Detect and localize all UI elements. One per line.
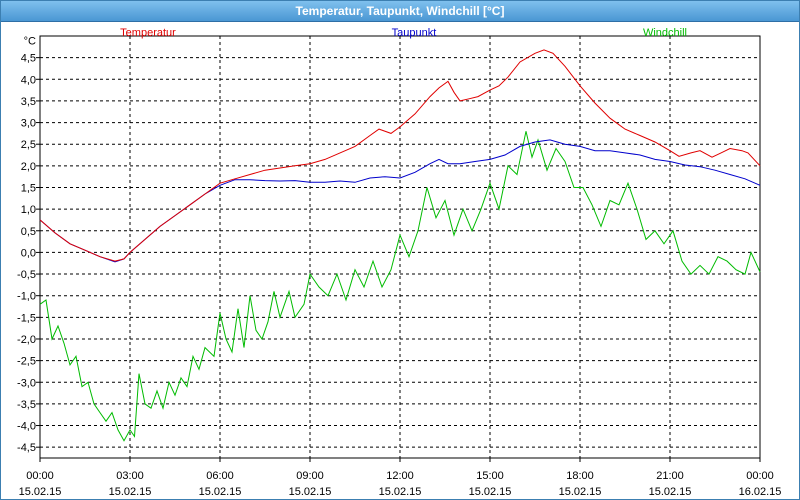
legend-temperatur: Temperatur bbox=[120, 27, 176, 39]
y-tick-label: 4,0 bbox=[21, 74, 36, 86]
y-tick-label: -0,5 bbox=[17, 269, 36, 281]
series-line-windchill bbox=[39, 131, 761, 442]
x-tick-date: 15.02.15 bbox=[379, 486, 422, 498]
x-tick-date: 16.02.15 bbox=[739, 486, 782, 498]
x-tick-date: 15.02.15 bbox=[289, 486, 332, 498]
legend-taupunkt: Taupunkt bbox=[392, 27, 437, 39]
y-tick-label: 0,5 bbox=[21, 226, 36, 238]
y-tick-label: -4,5 bbox=[17, 442, 36, 454]
x-tick-time: 21:00 bbox=[656, 470, 684, 482]
x-tick-date: 15.02.15 bbox=[199, 486, 242, 498]
x-tick-time: 15:00 bbox=[476, 470, 504, 482]
x-tick-time: 12:00 bbox=[386, 470, 414, 482]
x-tick-date: 15.02.15 bbox=[469, 486, 512, 498]
y-tick-label: 2,5 bbox=[21, 139, 36, 151]
y-tick-label: -3,5 bbox=[17, 399, 36, 411]
y-tick-label: 3,0 bbox=[21, 118, 36, 130]
chart-title: Temperatur, Taupunkt, Windchill [°C] bbox=[1, 1, 799, 22]
x-tick-time: 00:00 bbox=[746, 470, 774, 482]
y-tick-label: -2,5 bbox=[17, 356, 36, 368]
y-tick-label: -2,0 bbox=[17, 334, 36, 346]
x-tick-time: 18:00 bbox=[566, 470, 594, 482]
y-tick-label: 1,0 bbox=[21, 204, 36, 216]
y-tick-label: -4,0 bbox=[17, 421, 36, 433]
y-tick-label: -3,0 bbox=[17, 377, 36, 389]
x-tick-date: 15.02.15 bbox=[109, 486, 152, 498]
legend-windchill: Windchill bbox=[643, 27, 687, 39]
y-tick-label: -1,0 bbox=[17, 291, 36, 303]
y-tick-label: 1,5 bbox=[21, 182, 36, 194]
x-tick-time: 00:00 bbox=[26, 470, 54, 482]
x-tick-date: 15.02.15 bbox=[649, 486, 692, 498]
y-tick-label: 3,5 bbox=[21, 96, 36, 108]
y-tick-label: -1,5 bbox=[17, 312, 36, 324]
series-line-temperatur bbox=[39, 49, 761, 262]
x-tick-time: 03:00 bbox=[116, 470, 144, 482]
x-tick-date: 15.02.15 bbox=[559, 486, 602, 498]
x-tick-time: 09:00 bbox=[296, 470, 324, 482]
y-tick-label: 2,0 bbox=[21, 161, 36, 173]
x-tick-time: 06:00 bbox=[206, 470, 234, 482]
y-tick-label: 0,0 bbox=[21, 247, 36, 259]
y-tick-label: 4,5 bbox=[21, 53, 36, 65]
x-tick-date: 15.02.15 bbox=[19, 486, 62, 498]
y-unit-label: °C bbox=[24, 35, 36, 47]
